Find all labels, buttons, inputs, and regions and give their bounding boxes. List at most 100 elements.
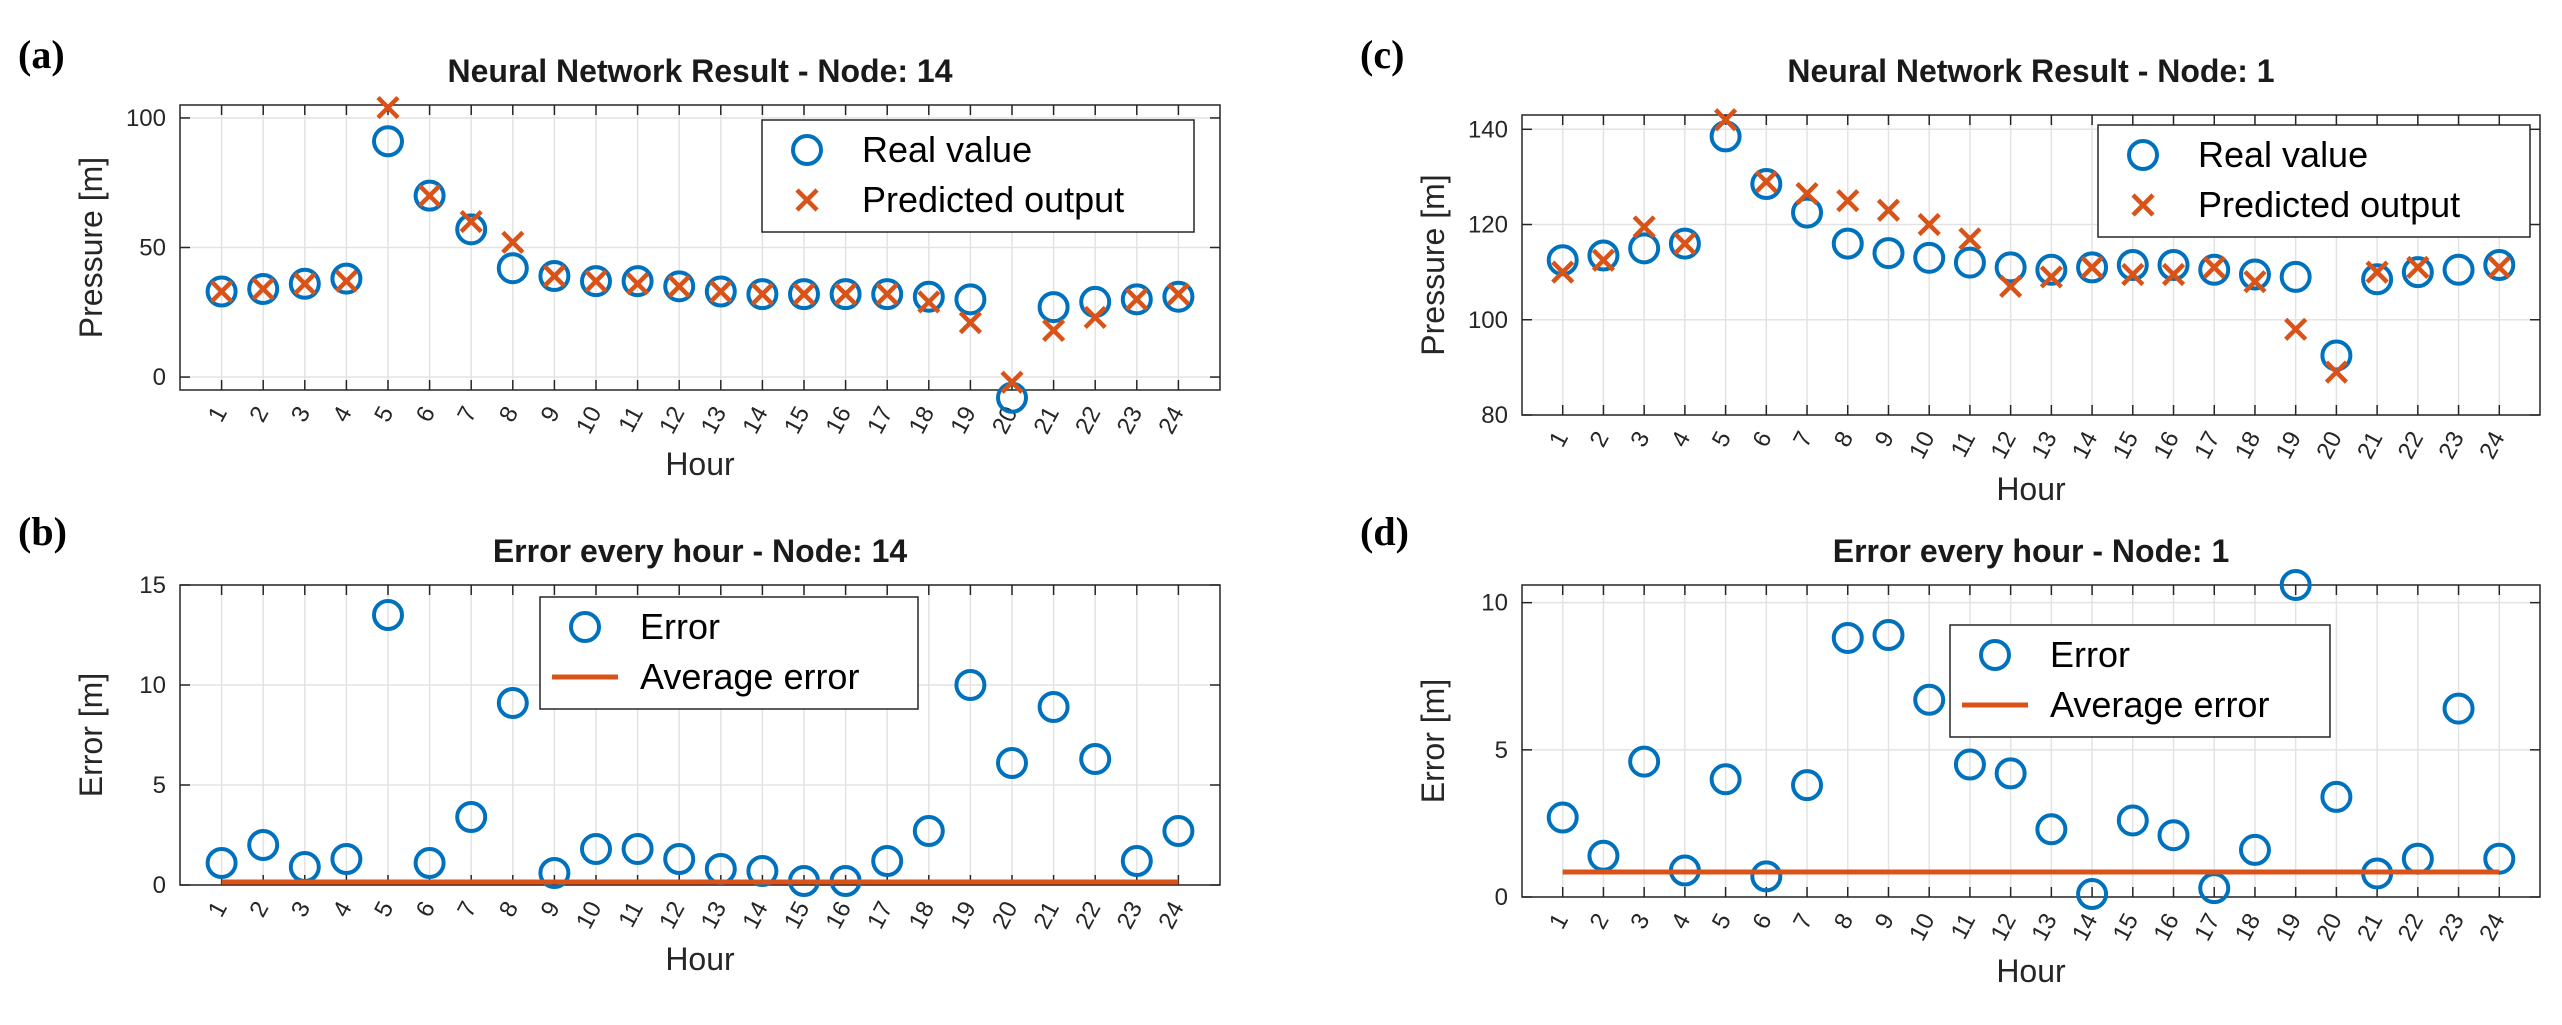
x-tick-label: 13 (2026, 427, 2062, 463)
x-tick-label: 17 (2189, 427, 2225, 463)
x-tick-label: 7 (1788, 909, 1818, 933)
data-point-cross (750, 282, 774, 306)
y-axis-label: Pressure [m] (73, 157, 109, 338)
y-tick-label: 5 (1495, 737, 1508, 764)
data-point-circle (912, 815, 945, 847)
data-point-cross (418, 184, 442, 208)
data-point-cross (1795, 181, 1819, 206)
grid-lines (180, 105, 1220, 390)
x-tick-label: 22 (2393, 909, 2429, 945)
x-tick-label: 16 (821, 897, 857, 933)
x-tick-label: 10 (1904, 909, 1940, 945)
cross-stroke-2 (958, 311, 982, 335)
x-tick-label: 4 (1666, 427, 1696, 451)
x-tick-label: 17 (2189, 909, 2225, 945)
data-point-circle (1037, 291, 1070, 324)
x-tick-label: 3 (1625, 909, 1655, 933)
data-point-circle (288, 267, 321, 300)
cross-stroke-2 (875, 282, 899, 306)
data-point-circle (1162, 280, 1195, 313)
x-tick-label: 19 (2271, 427, 2307, 463)
cross-stroke-2 (1999, 274, 2023, 299)
data-point-circle (871, 845, 904, 877)
x-tick-label: 15 (779, 402, 815, 438)
cross-stroke-2 (1042, 318, 1066, 343)
y-tick-label: 10 (139, 672, 166, 699)
x-tick-label: 20 (2311, 909, 2347, 945)
data-point-cross (626, 272, 650, 296)
legend-entry-label: Error (640, 606, 720, 647)
chart-title: Error every hour - Node: 14 (493, 533, 908, 569)
x-tick-label: 2 (1585, 909, 1615, 933)
x-tick-label: 12 (654, 402, 690, 438)
data-point-cross (542, 264, 566, 288)
y-tick-label: 0 (153, 872, 166, 899)
legend-box (2097, 124, 2531, 238)
cross-stroke-2 (584, 269, 608, 293)
cross-stroke-2 (1083, 305, 1107, 330)
x-tick-label: 2 (1585, 427, 1615, 451)
x-tick-label: 21 (1029, 897, 1065, 933)
data-point-circle (372, 599, 404, 631)
cross-stroke-2 (1958, 227, 1982, 251)
x-tick-label: 4 (1666, 909, 1696, 933)
y-tick-label: 100 (126, 105, 166, 132)
cross-stroke-2 (251, 277, 275, 301)
x-tick-label: 24 (2474, 427, 2510, 463)
data-point-circle (621, 265, 654, 298)
data-point-circle (1831, 227, 1864, 260)
x-tick-label: 18 (904, 402, 940, 438)
data-point-circle (1750, 168, 1783, 201)
data-point-cross (1754, 170, 1778, 194)
cross-stroke-2 (667, 274, 691, 298)
panel-letter: (d) (1360, 509, 1409, 554)
cross-stroke-2 (334, 269, 358, 293)
x-tick-label: 22 (2393, 427, 2429, 463)
x-tick-label: 24 (2474, 909, 2510, 945)
data-point-cross (709, 279, 733, 304)
data-point-circle (663, 270, 696, 303)
x-tick-label: 4 (328, 402, 358, 426)
x-tick-label: 12 (1986, 909, 2022, 945)
axes-box (1521, 114, 2541, 416)
x-tick-label: 11 (613, 402, 649, 437)
cross-stroke-2 (2121, 262, 2145, 287)
data-point-circle (912, 280, 945, 313)
data-point-cross (1714, 108, 1738, 132)
data-point-circle (1953, 748, 1986, 781)
data-point-cross (293, 272, 317, 296)
x-tick-label: 1 (203, 897, 233, 921)
x-tick-label: 7 (452, 402, 482, 426)
y-tick-label: 80 (1481, 402, 1508, 429)
legend-entry-label: Real value (862, 129, 1032, 170)
x-tick-label: 23 (1112, 402, 1148, 438)
x-tick-label: 23 (2433, 427, 2469, 463)
data-point-cross (459, 209, 483, 234)
data-point-circle (746, 278, 779, 311)
cross-stroke-2 (2324, 360, 2348, 384)
x-tick-label: 8 (494, 897, 524, 921)
cross-stroke-2 (459, 209, 483, 234)
cross-stroke-2 (2039, 265, 2063, 289)
x-tick-label: 20 (2311, 427, 2347, 463)
x-tick-label: 13 (696, 402, 732, 438)
data-point-circle (496, 687, 529, 719)
data-point-circle (2116, 804, 2149, 837)
cross-stroke-2 (1591, 248, 1616, 272)
x-tick-label: 2 (244, 402, 274, 426)
data-point-circle (2279, 569, 2312, 601)
legend-cross-icon (2131, 193, 2155, 217)
data-point-circle (580, 833, 612, 865)
x-axis-label: Hour (665, 941, 735, 977)
data-point-circle (2157, 249, 2190, 281)
x-tick-label: 18 (2230, 427, 2266, 463)
cross-stroke-2 (2243, 270, 2267, 294)
data-point-circle (829, 278, 862, 311)
x-tick-label: 13 (696, 897, 732, 933)
data-point-cross (1673, 231, 1697, 256)
cross-stroke-2 (501, 230, 525, 254)
data-point-circle (871, 278, 904, 311)
data-point-cross (1551, 260, 1575, 284)
data-point-cross (1591, 248, 1616, 272)
